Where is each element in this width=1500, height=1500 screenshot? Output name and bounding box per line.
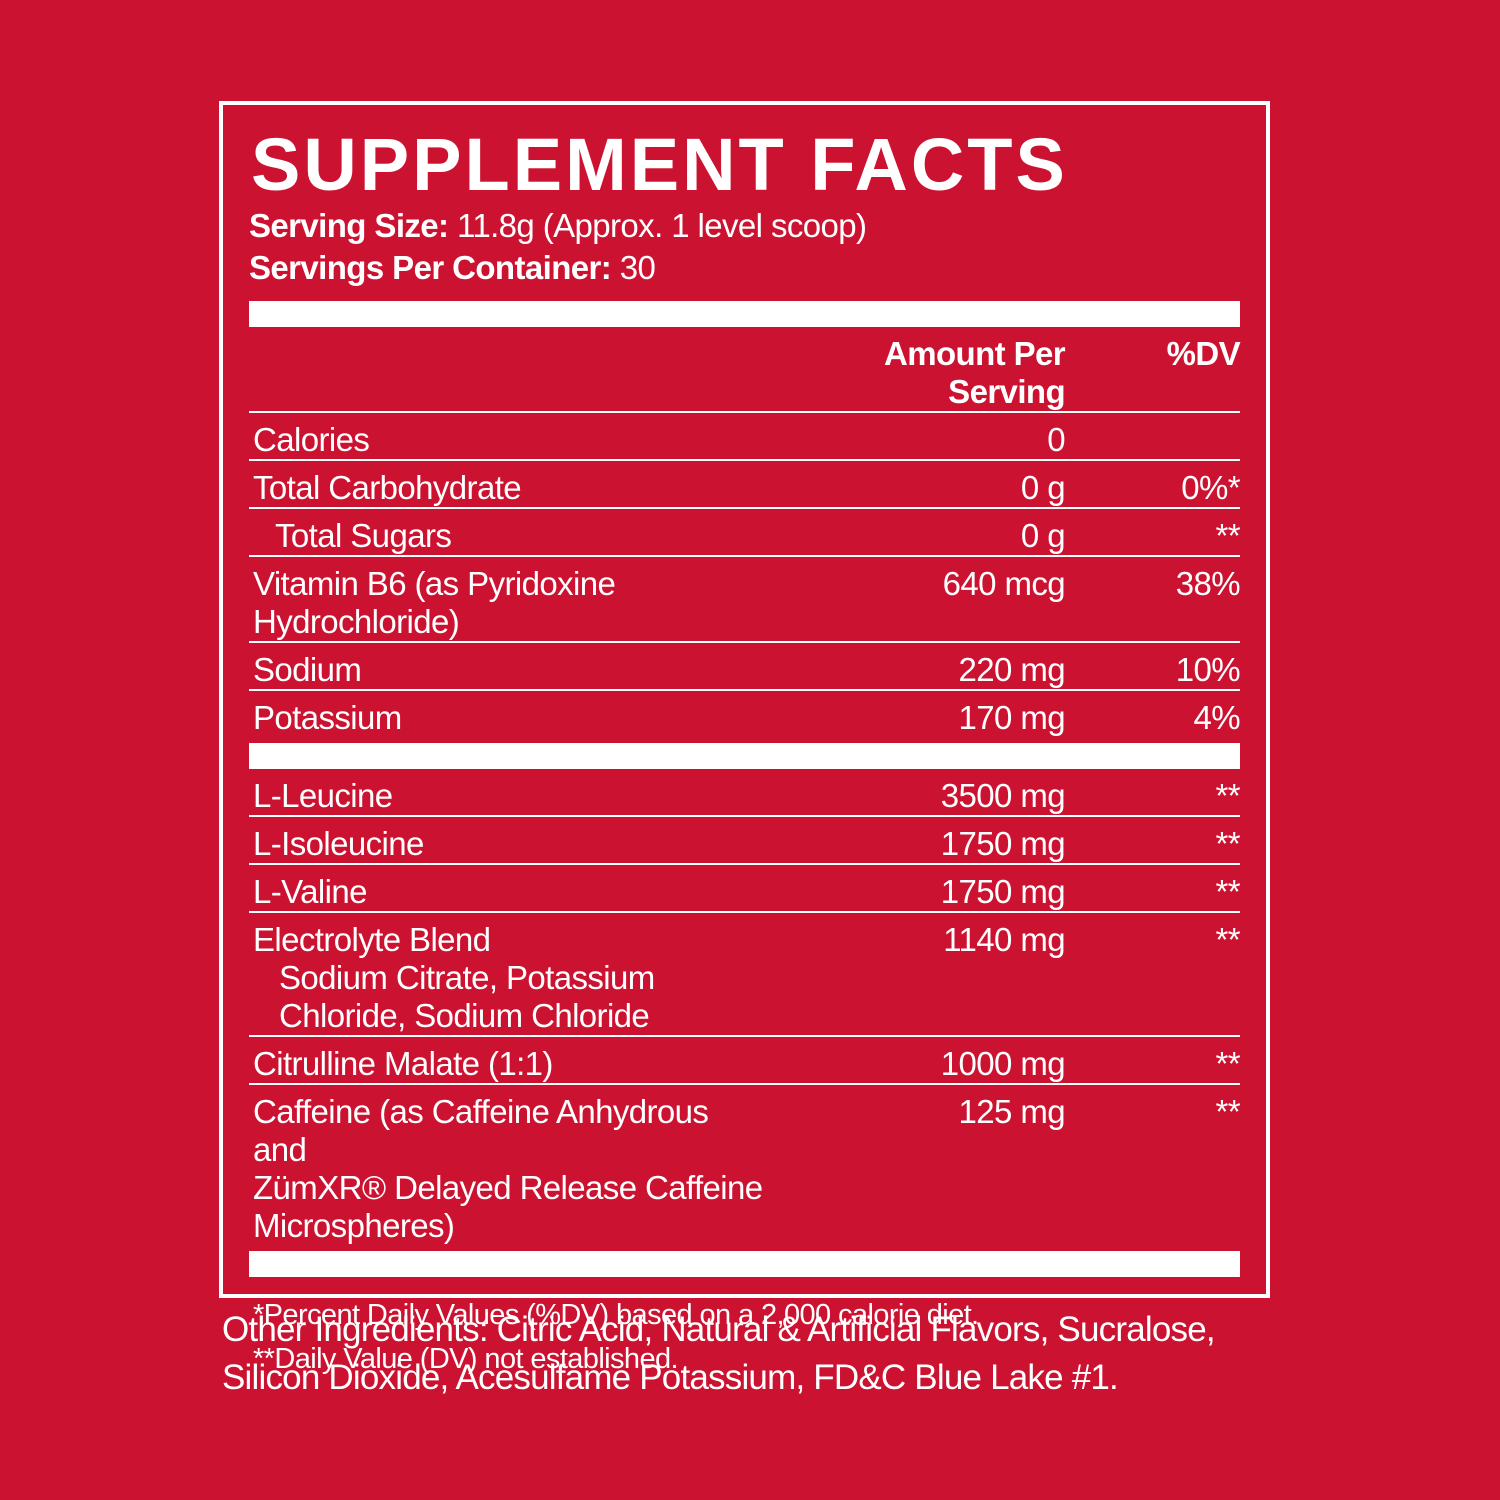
divider-bar bbox=[249, 743, 1240, 769]
row-item: Sodium 220 mg 10% bbox=[249, 643, 1241, 691]
name-cell: Total Sugars bbox=[249, 509, 765, 555]
name-cell: Citrulline Malate (1:1) bbox=[249, 1037, 765, 1083]
row-item: L-Valine 1750 mg ** bbox=[249, 865, 1241, 913]
value: 11.8g (Approx. 1 level scoop) bbox=[457, 207, 867, 244]
amount: 0 bbox=[1047, 421, 1065, 458]
daily-value: 0%* bbox=[1181, 469, 1240, 506]
daily-value: 4% bbox=[1193, 699, 1241, 736]
name-cell: Vitamin B6 (as Pyridoxine Hydrochloride) bbox=[249, 557, 765, 641]
row-item: L-Isoleucine 1750 mg ** bbox=[249, 817, 1241, 865]
facts-content: SUPPLEMENT FACTS Serving Size: 11.8g (Ap… bbox=[249, 105, 1241, 1381]
daily-value: ** bbox=[1215, 517, 1241, 554]
section: Calories 0 Total Carbohydrate 0 g 0%* Total S… bbox=[249, 413, 1241, 743]
ingredient-name: Sodium bbox=[253, 651, 362, 688]
ingredient-name: Total Carbohydrate bbox=[253, 469, 522, 506]
name-cell: Total Carbohydrate bbox=[249, 461, 765, 507]
ingredient-name: ZümXR® Delayed Release Caffeine Microsph… bbox=[253, 1169, 763, 1244]
divider-bar bbox=[249, 1251, 1240, 1277]
name-cell: L-Isoleucine bbox=[249, 817, 765, 863]
ingredient-name: Electrolyte Blend bbox=[253, 921, 491, 958]
ingredients-line: Other Ingredients: Citric Acid, Natural … bbox=[222, 1310, 1216, 1349]
row-item: Vitamin B6 (as Pyridoxine Hydrochloride)… bbox=[249, 557, 1241, 643]
ingredient-name: L-Valine bbox=[253, 873, 367, 910]
amount: 1750 mg bbox=[940, 825, 1066, 862]
name-cell: L-Leucine bbox=[249, 769, 765, 815]
daily-value: ** bbox=[1215, 825, 1241, 862]
row-item: Citrulline Malate (1:1) 1000 mg ** bbox=[249, 1037, 1241, 1085]
name-cell: Caffeine (as Caffeine Anhydrous and ZümXR… bbox=[249, 1085, 765, 1245]
daily-value: 38% bbox=[1175, 565, 1241, 602]
header-amount: Amount Per Serving bbox=[883, 335, 1066, 410]
amount: 0 g bbox=[1020, 469, 1066, 506]
amount: 0 g bbox=[1020, 517, 1066, 554]
ingredient-name: Citrulline Malate (1:1) bbox=[253, 1045, 553, 1082]
daily-value: ** bbox=[1215, 1045, 1241, 1082]
footnote: *Percent Daily Values (%DV) based on a 2… bbox=[253, 1299, 979, 1331]
spacer bbox=[249, 327, 765, 335]
ingredient-name: Total Sugars bbox=[275, 517, 452, 554]
amount: 1000 mg bbox=[940, 1045, 1066, 1082]
header-dv: %DV bbox=[1166, 335, 1241, 372]
amount: 125 mg bbox=[958, 1093, 1066, 1130]
daily-value: ** bbox=[1215, 777, 1241, 814]
ingredient-name: Potassium bbox=[253, 699, 402, 736]
daily-value: 10% bbox=[1175, 651, 1241, 688]
amount: 1750 mg bbox=[940, 873, 1066, 910]
ingredient-name: L-Leucine bbox=[253, 777, 393, 814]
other-ingredients: Other Ingredients: Citric Acid, Natural … bbox=[222, 1306, 1216, 1402]
row-item: L-Leucine 3500 mg ** bbox=[249, 769, 1241, 817]
amount: 640 mcg bbox=[942, 565, 1066, 602]
row-item: Total Sugars 0 g ** bbox=[249, 509, 1241, 557]
ingredient-name: Caffeine (as Caffeine Anhydrous and bbox=[253, 1093, 709, 1168]
spacer bbox=[1065, 413, 1240, 421]
row-item: Electrolyte Blend Sodium Citrate, Potassi… bbox=[249, 913, 1241, 1037]
name-cell: Calories bbox=[249, 413, 765, 459]
header-row: Amount Per Serving %DV bbox=[249, 327, 1241, 413]
amount: 3500 mg bbox=[940, 777, 1066, 814]
facts-panel: SUPPLEMENT FACTS Serving Size: 11.8g (Ap… bbox=[219, 101, 1270, 1375]
name-cell: Electrolyte Blend Sodium Citrate, Potassi… bbox=[249, 913, 765, 1035]
amount: 220 mg bbox=[958, 651, 1066, 688]
row-item: Potassium 170 mg 4% bbox=[249, 691, 1241, 743]
daily-value: ** bbox=[1215, 921, 1241, 958]
divider-bar bbox=[249, 301, 1240, 327]
name-cell: Sodium bbox=[249, 643, 765, 689]
servings-per-container: Servings Per Container: 30 bbox=[249, 247, 1240, 289]
label: Servings Per Container: bbox=[249, 249, 612, 286]
amount: 1140 mg bbox=[943, 921, 1065, 958]
ingredient-name: Vitamin B6 (as Pyridoxine Hydrochloride) bbox=[253, 565, 616, 640]
value: 30 bbox=[619, 249, 656, 286]
ingredient-name: Calories bbox=[253, 421, 370, 458]
daily-value: ** bbox=[1215, 1093, 1241, 1130]
name-cell: Potassium bbox=[249, 691, 765, 737]
row-item: Total Carbohydrate 0 g 0%* bbox=[249, 461, 1241, 509]
ingredients-line: Silicon Dioxide, Acesulfame Potassium, F… bbox=[222, 1358, 1119, 1397]
row-item: Caffeine (as Caffeine Anhydrous and ZümXR… bbox=[249, 1085, 1241, 1251]
daily-value: ** bbox=[1215, 873, 1241, 910]
amount: 170 mg bbox=[958, 699, 1066, 736]
ingredient-name: L-Isoleucine bbox=[253, 825, 424, 862]
name-cell: L-Valine bbox=[249, 865, 765, 911]
footnotes: *Percent Daily Values (%DV) based on a 2… bbox=[249, 1277, 1240, 1381]
serving-size: Serving Size: 11.8g (Approx. 1 level sco… bbox=[249, 205, 1240, 247]
label: Serving Size: bbox=[249, 207, 449, 244]
footnote: **Daily Value (DV) not established. bbox=[253, 1343, 679, 1375]
facts-table: Amount Per Serving %DV Calories 0 Total Carb… bbox=[249, 327, 1241, 1277]
title: SUPPLEMENT FACTS bbox=[251, 123, 1068, 206]
sub-ingredients: Sodium Citrate, Potassium Chloride, Sodi… bbox=[279, 959, 655, 1034]
section: L-Leucine 3500 mg ** L-Isoleucine 1750 mg ** L… bbox=[249, 769, 1241, 1251]
row-item: Calories 0 bbox=[249, 413, 1240, 461]
